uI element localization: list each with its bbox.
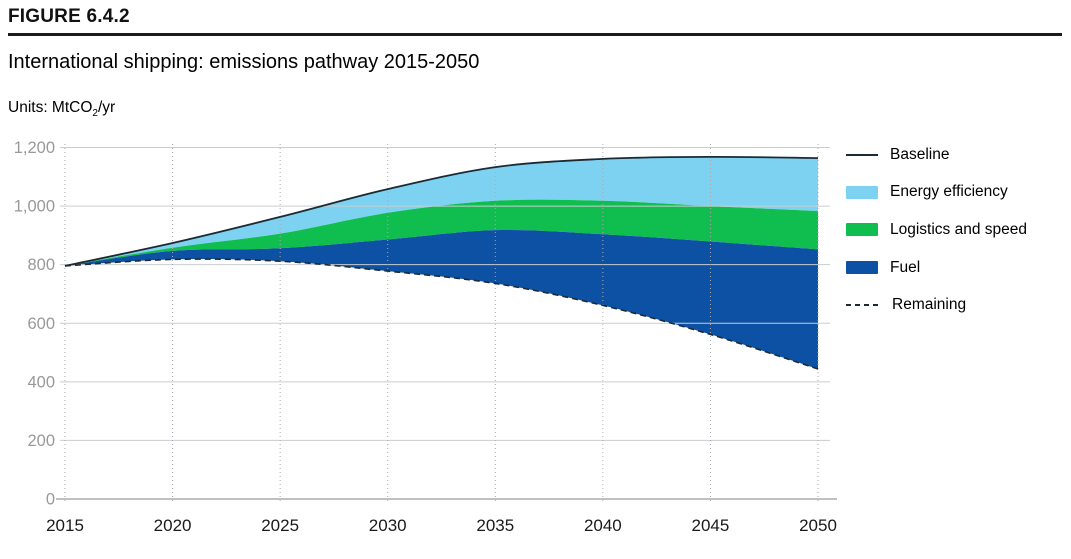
band-logistics-and-speed xyxy=(65,199,818,266)
figure-title: International shipping: emissions pathwa… xyxy=(8,51,480,73)
legend-label: Logistics and speed xyxy=(890,220,1028,238)
x-tick-label: 2030 xyxy=(369,516,407,535)
x-tick-label: 2020 xyxy=(154,516,192,535)
energy-efficiency-swatch xyxy=(846,185,878,199)
legend-label: Energy efficiency xyxy=(890,183,1008,201)
legend-item-remaining: Remaining xyxy=(846,286,1070,324)
legend-item-energy-efficiency: Energy efficiency xyxy=(846,174,1070,212)
fuel-swatch xyxy=(846,261,878,275)
y-tick-label: 200 xyxy=(27,432,55,450)
y-tick-label: 1,200 xyxy=(14,139,55,157)
title-rule xyxy=(8,33,1062,36)
x-tick-label: 2025 xyxy=(261,516,299,535)
legend-item-fuel: Fuel xyxy=(846,249,1070,287)
units-suffix: /yr xyxy=(97,99,116,116)
y-tick-label: 1,000 xyxy=(14,198,55,216)
remaining-dashed-swatch xyxy=(846,304,880,307)
legend-label: Baseline xyxy=(890,145,950,163)
y-tick-label: 0 xyxy=(46,491,55,509)
legend-label: Fuel xyxy=(890,258,921,276)
x-tick-label: 2045 xyxy=(692,516,730,535)
y-tick-label: 800 xyxy=(27,256,55,274)
figure-label: FIGURE 6.4.2 xyxy=(8,6,130,27)
y-tick-label: 600 xyxy=(27,315,55,333)
emissions-area-chart: 0 200 400 600 800 1,000 1,200 2015 2020 2025 2030 2… xyxy=(14,139,837,535)
logistics-and-speed-swatch xyxy=(846,223,878,237)
units-subscript: 2 xyxy=(92,108,98,120)
band-fuel xyxy=(65,229,818,369)
units-label: Units: MtCO2/yr xyxy=(8,99,116,120)
band-energy-efficiency xyxy=(65,156,818,266)
legend-label: Remaining xyxy=(892,296,967,314)
baseline-line-swatch xyxy=(846,153,878,156)
chart-legend: Baseline Energy efficiency Logistics and… xyxy=(846,136,1070,324)
x-tick-label: 2035 xyxy=(476,516,514,535)
x-tick-label: 2015 xyxy=(46,516,84,535)
legend-item-logistics-and-speed: Logistics and speed xyxy=(846,211,1070,249)
x-tick-label: 2040 xyxy=(584,516,622,535)
legend-item-baseline: Baseline xyxy=(846,136,1070,174)
baseline-line xyxy=(64,155,819,267)
units-prefix: Units: MtCO xyxy=(8,99,93,116)
remaining-line xyxy=(64,258,819,370)
x-tick-label: 2050 xyxy=(799,516,837,535)
y-tick-label: 400 xyxy=(27,373,55,391)
